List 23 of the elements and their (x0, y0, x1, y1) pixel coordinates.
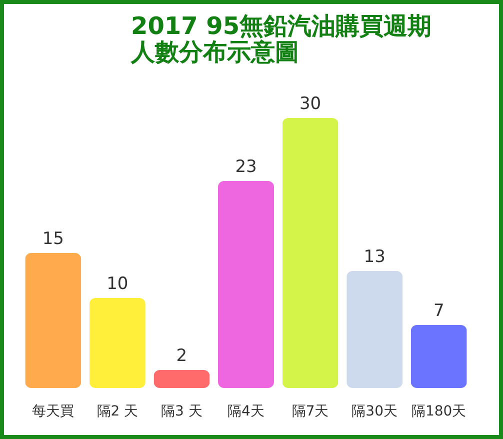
bar (282, 118, 338, 388)
data-label: 10 (106, 274, 128, 294)
x-tick-label: 每天買 (32, 404, 74, 420)
chart-subtitle: 人數分布示意圖 (130, 38, 299, 66)
x-tick-label: 隔180天 (411, 404, 466, 420)
bar (89, 298, 146, 388)
bar (154, 370, 210, 388)
data-label: 30 (299, 94, 322, 114)
x-tick-label: 隔2 天 (96, 404, 138, 420)
x-tick-label: 隔3 天 (161, 404, 202, 420)
bar (218, 181, 274, 388)
data-label: 7 (433, 301, 444, 321)
data-label: 13 (364, 247, 386, 267)
bar (410, 325, 467, 388)
data-label: 23 (235, 157, 257, 177)
data-label: 2 (176, 346, 188, 366)
data-label: 15 (42, 229, 64, 249)
x-tick-label: 隔30天 (352, 404, 398, 420)
bar (25, 253, 82, 388)
x-tick-label: 隔7天 (292, 404, 329, 420)
chart-title: 2017 95無鉛汽油購買週期 (131, 12, 432, 40)
x-tick-label: 隔4天 (228, 404, 264, 420)
bar (346, 271, 403, 388)
